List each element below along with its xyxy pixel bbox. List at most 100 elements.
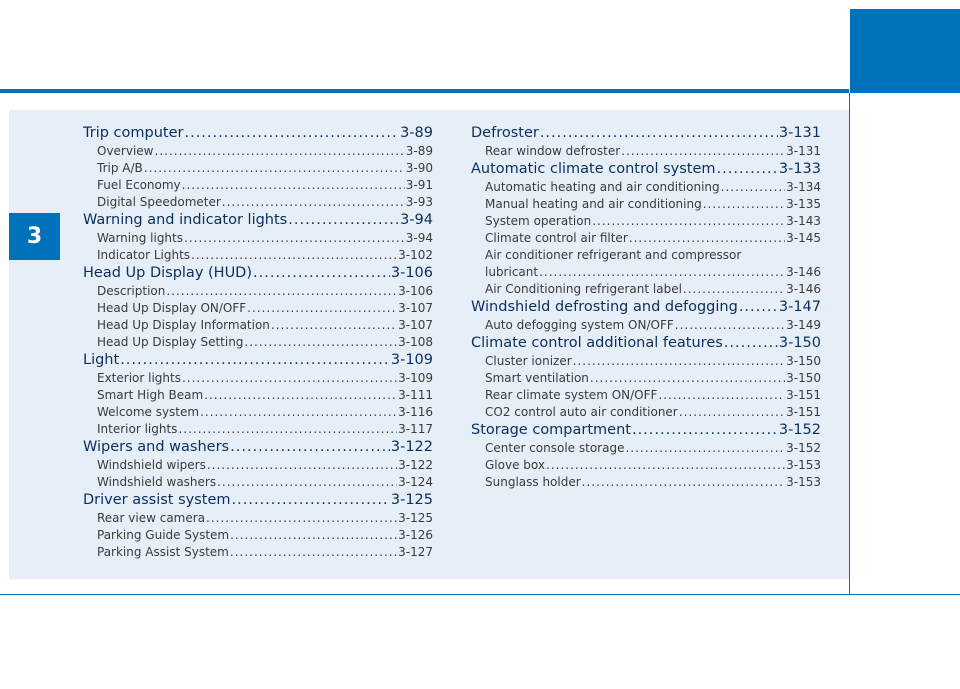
toc-section-entry[interactable]: Storage compartment 3-152 — [471, 421, 821, 440]
toc-section-entry-page: 3-150 — [778, 335, 821, 351]
toc-subentry-line[interactable]: Air conditioner refrigerant and compress… — [471, 247, 821, 264]
toc-subentry-page: 3-150 — [786, 371, 821, 385]
toc-subentry[interactable]: Exterior lights 3-109 — [83, 370, 433, 387]
toc-subentry[interactable]: Auto defogging system ON/OFF 3-149 — [471, 317, 821, 334]
toc-subentry-page: 3-153 — [786, 458, 821, 472]
toc-subentry[interactable]: Indicator Lights 3-102 — [83, 247, 433, 264]
toc-subentry-title: Sunglass holder — [485, 475, 581, 489]
dot-leader — [207, 457, 397, 474]
toc-subentry-title: Parking Assist System — [97, 545, 229, 559]
toc-subentry-page: 3-124 — [398, 475, 433, 489]
toc-subentry[interactable]: Sunglass holder 3-153 — [471, 474, 821, 491]
toc-section-entry-page: 3-152 — [778, 422, 821, 438]
toc-section-entry[interactable]: Automatic climate control system 3-133 — [471, 160, 821, 179]
toc-subentry[interactable]: Automatic heating and air conditioning 3-… — [471, 179, 821, 196]
toc-section-entry-page: 3-122 — [390, 439, 433, 455]
toc-subentry[interactable]: System operation 3-143 — [471, 213, 821, 230]
toc-subentry-page: 3-117 — [398, 422, 433, 436]
toc-section-entry[interactable]: Head Up Display (HUD) 3-106 — [83, 264, 433, 283]
toc-subentry[interactable]: Parking Assist System 3-127 — [83, 544, 433, 561]
toc-subentry-title: Head Up Display ON/OFF — [97, 301, 247, 315]
dot-leader — [178, 421, 397, 438]
toc-panel — [9, 110, 849, 579]
toc-subentry[interactable]: Windshield wipers 3-122 — [83, 457, 433, 474]
toc-subentry-page: 3-143 — [786, 214, 821, 228]
toc-section-entry[interactable]: Wipers and washers 3-122 — [83, 438, 433, 457]
toc-subentry[interactable]: Air Conditioning refrigerant label 3-146 — [471, 281, 821, 298]
toc-subentry[interactable]: Digital Speedometer 3-93 — [83, 194, 433, 211]
toc-subentry[interactable]: Fuel Economy 3-91 — [83, 177, 433, 194]
dot-leader — [703, 196, 785, 213]
toc-subentry-page: 3-111 — [398, 388, 433, 402]
toc-subentry[interactable]: Welcome system 3-116 — [83, 404, 433, 421]
dot-leader — [590, 370, 785, 387]
toc-section-entry[interactable]: Windshield defrosting and defogging 3-147 — [471, 298, 821, 317]
toc-subentry[interactable]: Smart High Beam 3-111 — [83, 387, 433, 404]
dot-leader — [724, 334, 778, 353]
toc-subentry[interactable]: Interior lights 3-117 — [83, 421, 433, 438]
toc-subentry-page: 3-151 — [786, 405, 821, 419]
toc-subentry[interactable]: Center console storage 3-152 — [471, 440, 821, 457]
dot-leader — [120, 351, 390, 370]
toc-subentry[interactable]: Climate control air filter 3-145 — [471, 230, 821, 247]
toc-subentry[interactable]: Overview 3-89 — [83, 143, 433, 160]
dot-leader — [184, 230, 405, 247]
toc-subentry-page: 3-135 — [786, 197, 821, 211]
toc-section-entry-title: Trip computer — [83, 125, 184, 141]
toc-subentry-page: 3-94 — [405, 231, 433, 245]
toc-subentry-title: Indicator Lights — [97, 248, 191, 262]
toc-subentry[interactable]: Warning lights 3-94 — [83, 230, 433, 247]
toc-subentry-title: Auto defogging system ON/OFF — [485, 318, 674, 332]
toc-subentry[interactable]: Description 3-106 — [83, 283, 433, 300]
toc-subentry-page: 3-125 — [398, 511, 433, 525]
dot-leader — [679, 404, 785, 421]
toc-section-entry[interactable]: Driver assist system 3-125 — [83, 491, 433, 510]
toc-subentry[interactable]: Rear climate system ON/OFF 3-151 — [471, 387, 821, 404]
dot-leader — [253, 264, 390, 283]
toc-subentry[interactable]: Cluster ionizer 3-150 — [471, 353, 821, 370]
toc-section-entry-page: 3-89 — [400, 125, 433, 141]
dot-leader — [182, 177, 405, 194]
dot-leader — [247, 300, 397, 317]
dot-leader — [230, 544, 397, 561]
dot-leader — [184, 124, 399, 143]
toc-subentry[interactable]: Parking Guide System 3-126 — [83, 527, 433, 544]
top-rule — [0, 89, 849, 93]
toc-section-entry-title: Storage compartment — [471, 422, 631, 438]
toc-section-entry-page: 3-131 — [778, 125, 821, 141]
toc-subentry[interactable]: CO2 control auto air conditioner 3-151 — [471, 404, 821, 421]
dot-leader — [155, 143, 405, 160]
dot-leader — [232, 491, 390, 510]
dot-leader — [222, 194, 405, 211]
toc-subentry[interactable]: Rear window defroster 3-131 — [471, 143, 821, 160]
toc-section-entry-title: Defroster — [471, 125, 539, 141]
dot-leader — [191, 247, 397, 264]
toc-section-entry[interactable]: Light 3-109 — [83, 351, 433, 370]
toc-subentry[interactable]: Head Up Display Setting 3-108 — [83, 334, 433, 351]
toc-subentry[interactable]: Manual heating and air conditioning 3-135 — [471, 196, 821, 213]
toc-subentry-title: System operation — [485, 214, 592, 228]
toc-section-entry-page: 3-133 — [778, 161, 821, 177]
toc-subentry[interactable]: Trip A/B 3-90 — [83, 160, 433, 177]
toc-subentry-page: 3-89 — [405, 144, 433, 158]
toc-section-entry[interactable]: Trip computer 3-89 — [83, 124, 433, 143]
toc-subentry[interactable]: Head Up Display ON/OFF 3-107 — [83, 300, 433, 317]
dot-leader — [244, 334, 397, 351]
bottom-rule — [0, 594, 960, 595]
toc-subentry[interactable]: lubricant 3-146 — [471, 264, 821, 281]
toc-subentry[interactable]: Windshield washers 3-124 — [83, 474, 433, 491]
toc-subentry-title: Rear view camera — [97, 511, 206, 525]
toc-subentry[interactable]: Rear view camera 3-125 — [83, 510, 433, 527]
toc-section-entry[interactable]: Warning and indicator lights 3-94 — [83, 211, 433, 230]
toc-subentry-title: Manual heating and air conditioning — [485, 197, 702, 211]
toc-section-entry[interactable]: Defroster 3-131 — [471, 124, 821, 143]
dot-leader — [592, 213, 785, 230]
toc-subentry[interactable]: Smart ventilation 3-150 — [471, 370, 821, 387]
toc-subentry-title: Fuel Economy — [97, 178, 181, 192]
dot-leader — [182, 370, 397, 387]
toc-section-entry-title: Windshield defrosting and defogging — [471, 299, 738, 315]
toc-subentry[interactable]: Glove box 3-153 — [471, 457, 821, 474]
toc-subentry[interactable]: Head Up Display Information 3-107 — [83, 317, 433, 334]
toc-subentry-title: Smart ventilation — [485, 371, 589, 385]
toc-section-entry[interactable]: Climate control additional features 3-150 — [471, 334, 821, 353]
